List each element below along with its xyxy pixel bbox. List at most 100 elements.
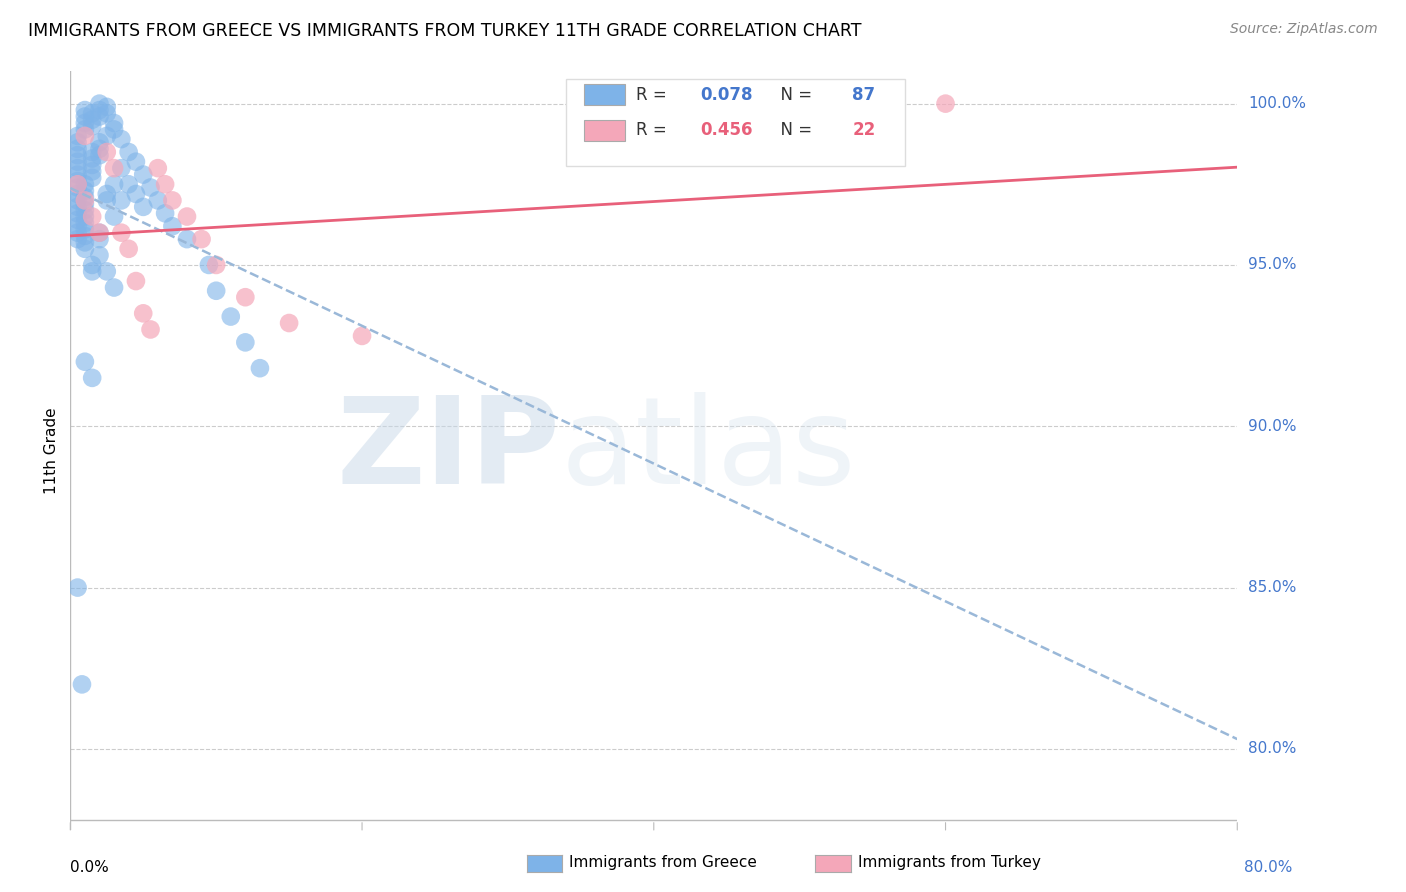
Text: 95.0%: 95.0% xyxy=(1249,258,1296,272)
Point xyxy=(103,178,125,192)
Point xyxy=(146,161,169,176)
Point xyxy=(205,284,228,298)
Point xyxy=(73,122,96,136)
Point xyxy=(89,248,111,262)
Point xyxy=(66,180,89,194)
Text: ZIP: ZIP xyxy=(336,392,561,509)
Point xyxy=(110,194,132,208)
Point xyxy=(249,361,271,376)
Point xyxy=(66,128,89,143)
Point xyxy=(82,258,104,272)
Point xyxy=(89,226,111,240)
Point xyxy=(125,186,148,201)
Point xyxy=(82,170,104,185)
Point xyxy=(103,122,125,136)
Point xyxy=(176,210,198,224)
Text: 0.0%: 0.0% xyxy=(70,860,110,875)
Point xyxy=(89,136,111,150)
Point xyxy=(73,222,96,236)
Point xyxy=(110,132,132,146)
Point xyxy=(205,258,228,272)
Point xyxy=(190,232,212,246)
Point xyxy=(118,242,141,256)
Text: 22: 22 xyxy=(852,121,876,139)
Point xyxy=(73,216,96,230)
FancyBboxPatch shape xyxy=(583,120,624,141)
Point xyxy=(73,228,96,243)
Point xyxy=(66,148,89,162)
Point xyxy=(146,194,169,208)
Point xyxy=(139,180,162,194)
Point xyxy=(132,168,155,182)
Point xyxy=(89,96,111,111)
Text: 85.0%: 85.0% xyxy=(1249,580,1296,595)
Point xyxy=(73,196,96,211)
Point xyxy=(96,128,118,143)
Point xyxy=(66,206,89,220)
Point xyxy=(89,226,111,240)
Point xyxy=(73,190,96,204)
Point xyxy=(153,206,176,220)
Point xyxy=(66,174,89,188)
Point xyxy=(162,219,184,234)
Point xyxy=(66,200,89,214)
Point xyxy=(89,142,111,156)
Point xyxy=(96,145,118,159)
Text: IMMIGRANTS FROM GREECE VS IMMIGRANTS FROM TURKEY 11TH GRADE CORRELATION CHART: IMMIGRANTS FROM GREECE VS IMMIGRANTS FRO… xyxy=(28,22,862,40)
Point xyxy=(82,164,104,178)
Point xyxy=(118,145,141,159)
Point xyxy=(82,112,104,127)
Point xyxy=(118,178,141,192)
Point xyxy=(66,142,89,156)
Text: R =: R = xyxy=(637,121,672,139)
Point xyxy=(82,158,104,172)
Point xyxy=(66,161,89,176)
Point xyxy=(176,232,198,246)
Point xyxy=(103,161,125,176)
Point xyxy=(233,335,256,350)
Point xyxy=(82,371,104,385)
Text: Immigrants from Turkey: Immigrants from Turkey xyxy=(858,855,1040,870)
Point xyxy=(66,168,89,182)
Point xyxy=(82,106,104,120)
Point xyxy=(73,103,96,117)
Point xyxy=(66,219,89,234)
Point xyxy=(66,186,89,201)
Point xyxy=(89,232,111,246)
Point xyxy=(73,355,96,369)
Point xyxy=(278,316,301,330)
Text: atlas: atlas xyxy=(561,392,856,509)
Point xyxy=(66,136,89,150)
Text: R =: R = xyxy=(637,86,672,103)
Text: 90.0%: 90.0% xyxy=(1249,418,1296,434)
Point xyxy=(96,106,118,120)
Point xyxy=(66,178,89,192)
Text: 100.0%: 100.0% xyxy=(1249,96,1306,112)
Point xyxy=(66,212,89,227)
Y-axis label: 11th Grade: 11th Grade xyxy=(44,407,59,494)
Point xyxy=(73,242,96,256)
Point xyxy=(89,148,111,162)
Point xyxy=(73,235,96,250)
Point xyxy=(352,329,374,343)
Point xyxy=(66,226,89,240)
Point xyxy=(96,264,118,278)
Text: Source: ZipAtlas.com: Source: ZipAtlas.com xyxy=(1230,22,1378,37)
Point xyxy=(103,210,125,224)
Point xyxy=(110,226,132,240)
Point xyxy=(125,274,148,288)
Point xyxy=(73,128,96,143)
Text: Immigrants from Greece: Immigrants from Greece xyxy=(569,855,758,870)
FancyBboxPatch shape xyxy=(567,79,904,166)
Point xyxy=(73,203,96,218)
Point xyxy=(103,280,125,294)
Point xyxy=(132,306,155,320)
FancyBboxPatch shape xyxy=(583,84,624,105)
Text: 0.456: 0.456 xyxy=(700,121,754,139)
Text: N =: N = xyxy=(770,121,818,139)
Point xyxy=(139,322,162,336)
Point xyxy=(73,110,96,124)
Point xyxy=(153,178,176,192)
Point xyxy=(125,154,148,169)
Point xyxy=(66,232,89,246)
